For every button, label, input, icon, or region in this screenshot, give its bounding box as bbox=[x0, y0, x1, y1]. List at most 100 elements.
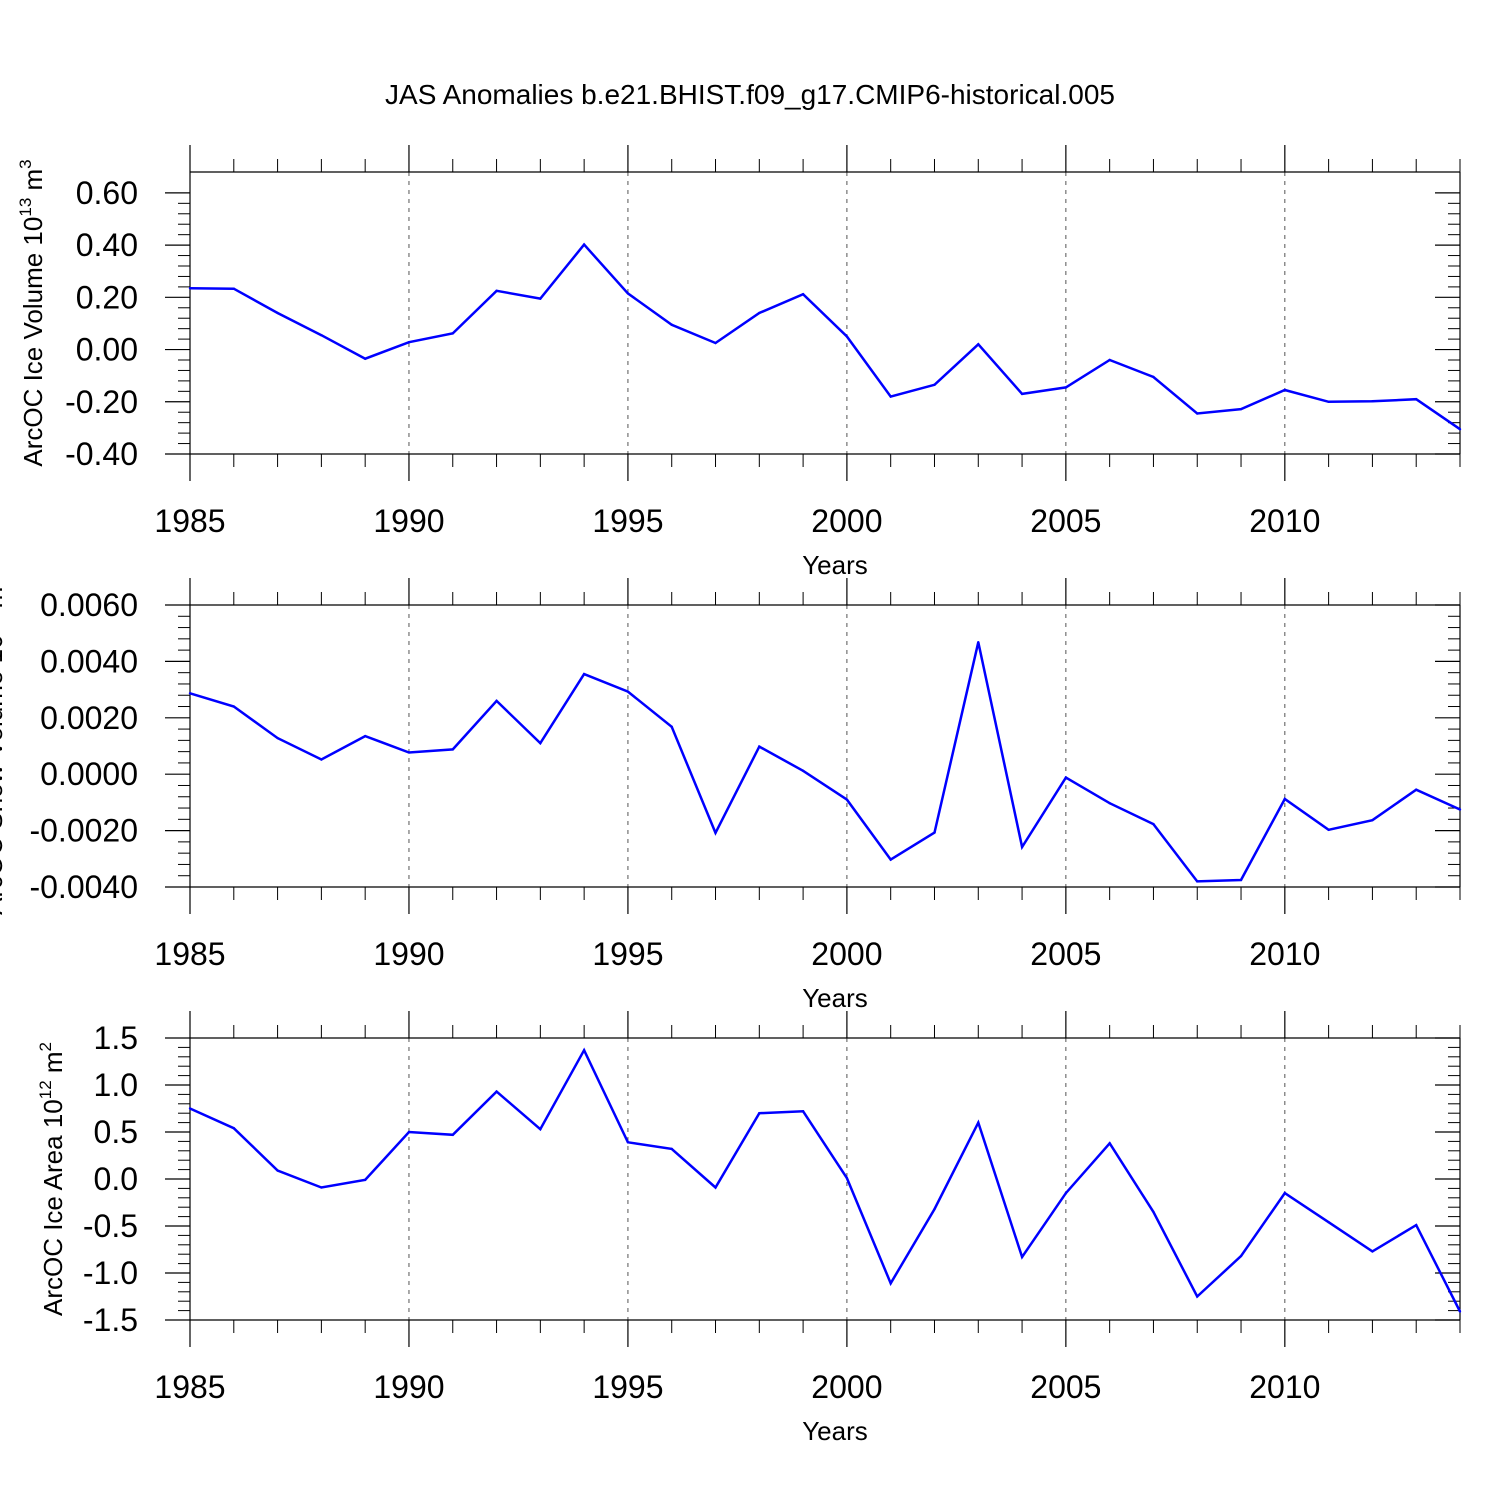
data-point bbox=[495, 289, 498, 293]
y-axis-title-text: ArcOC Snow Volume 10 bbox=[0, 634, 8, 914]
x-tick-label: 2010 bbox=[1249, 503, 1320, 539]
y-tick-label: -0.0020 bbox=[29, 813, 138, 849]
data-point bbox=[1239, 878, 1243, 882]
data-point bbox=[714, 341, 717, 345]
data-point bbox=[1283, 1191, 1287, 1195]
series-line bbox=[189, 242, 1461, 431]
y-axis-title-superscript: 12 bbox=[36, 1080, 55, 1099]
y-tick-label: 0.20 bbox=[76, 279, 138, 315]
data-point bbox=[539, 1127, 542, 1131]
x-tick-label: 1990 bbox=[373, 1369, 444, 1405]
data-point bbox=[889, 395, 892, 398]
y-axis-title-text: ArcOC Ice Volume 10 bbox=[18, 217, 48, 467]
figure-title: JAS Anomalies b.e21.BHIST.f09_g17.CMIP6-… bbox=[385, 79, 1115, 110]
data-point bbox=[320, 333, 323, 337]
x-axis-title: Years bbox=[802, 1416, 868, 1446]
data-point bbox=[276, 1169, 279, 1172]
data-point bbox=[363, 357, 367, 360]
x-tick-label: 1990 bbox=[373, 936, 444, 972]
data-point bbox=[758, 1112, 761, 1115]
data-point bbox=[1020, 1255, 1024, 1259]
x-tick-label: 2005 bbox=[1030, 503, 1101, 539]
data-point bbox=[889, 858, 892, 861]
data-point bbox=[1371, 1250, 1374, 1253]
data-point bbox=[1108, 358, 1111, 362]
data-point bbox=[1458, 427, 1462, 431]
data-point bbox=[845, 1176, 849, 1180]
y-tick-label: 0.5 bbox=[94, 1114, 138, 1150]
data-point bbox=[1283, 388, 1287, 392]
data-point bbox=[276, 311, 279, 315]
data-point bbox=[451, 748, 454, 751]
data-point bbox=[1064, 1191, 1068, 1195]
y-axis-title-text: ArcOC Ice Area 10 bbox=[38, 1099, 68, 1316]
data-point bbox=[1064, 776, 1068, 779]
data-point bbox=[845, 335, 849, 338]
data-point bbox=[582, 243, 586, 246]
data-point bbox=[670, 323, 673, 326]
panel-ice-area: -1.5 -1.0 -0.5 0.0 0.5 1.0 1.5 1985 1990 1995 2000… bbox=[36, 1011, 1462, 1446]
data-point bbox=[758, 745, 761, 748]
data-point bbox=[626, 292, 630, 295]
x-tick-label: 1990 bbox=[373, 503, 444, 539]
y-axis-title-superscript: 2 bbox=[36, 1042, 55, 1051]
data-point bbox=[582, 1049, 586, 1052]
data-point bbox=[232, 1127, 235, 1130]
y-axis-title-text: m bbox=[38, 1051, 68, 1080]
panel-snow-volume: -0.0040 -0.0020 0.0000 0.0020 0.0040 0.0060 19… bbox=[0, 578, 1462, 1013]
data-point bbox=[495, 1090, 498, 1093]
data-point bbox=[845, 798, 849, 801]
x-tick-label: 2010 bbox=[1249, 1369, 1320, 1405]
y-axis-title: ArcOC Ice Volume 1013 m3 bbox=[16, 159, 48, 466]
y-axis-title-superscript: 3 bbox=[16, 159, 35, 168]
x-axis-title: Years bbox=[802, 550, 868, 580]
x-tick-label: 2005 bbox=[1030, 1369, 1101, 1405]
data-point bbox=[232, 287, 235, 290]
y-tick-label: 0.40 bbox=[76, 227, 138, 263]
data-point bbox=[1239, 1254, 1243, 1258]
data-point bbox=[714, 831, 717, 835]
data-point bbox=[1283, 797, 1287, 801]
data-point bbox=[1458, 1310, 1462, 1313]
y-axis-title-text: m bbox=[18, 169, 48, 198]
y-tick-label: -1.0 bbox=[83, 1255, 138, 1291]
x-axis-title: Years bbox=[802, 983, 868, 1013]
data-point bbox=[1327, 400, 1330, 403]
data-point bbox=[670, 725, 673, 729]
data-point bbox=[1371, 818, 1374, 822]
y-tick-label: 1.5 bbox=[94, 1020, 138, 1056]
x-tick-label: 2000 bbox=[811, 936, 882, 972]
x-tick-label: 2000 bbox=[811, 1369, 882, 1405]
y-tick-label: 0.0 bbox=[94, 1161, 138, 1197]
y-tick-label: -1.5 bbox=[83, 1302, 138, 1338]
data-point bbox=[407, 751, 411, 754]
x-tick-label: 2000 bbox=[811, 503, 882, 539]
data-point bbox=[188, 1107, 192, 1110]
y-tick-label: 0.00 bbox=[76, 332, 138, 368]
data-point bbox=[977, 641, 980, 644]
series-line bbox=[189, 1047, 1462, 1313]
data-point bbox=[626, 690, 630, 693]
y-tick-label: -0.20 bbox=[65, 384, 138, 420]
y-tick-label: 0.0000 bbox=[40, 756, 138, 792]
y-tick-label: -0.40 bbox=[65, 436, 138, 472]
data-point bbox=[889, 1282, 892, 1285]
data-point bbox=[1196, 412, 1199, 415]
data-point bbox=[1108, 1142, 1111, 1145]
x-tick-label: 1985 bbox=[154, 1369, 225, 1405]
y-tick-label: 0.60 bbox=[76, 175, 138, 211]
data-point bbox=[276, 736, 279, 740]
data-point bbox=[582, 672, 586, 676]
data-point bbox=[188, 286, 192, 290]
y-tick-label: 0.0040 bbox=[40, 643, 138, 679]
x-tick-label: 2010 bbox=[1249, 936, 1320, 972]
data-point bbox=[977, 1121, 980, 1124]
y-tick-label: -0.5 bbox=[83, 1208, 138, 1244]
data-point bbox=[451, 1133, 454, 1137]
data-point bbox=[451, 332, 454, 335]
y-tick-label: -0.0040 bbox=[29, 869, 138, 905]
data-point bbox=[1064, 386, 1068, 389]
data-point bbox=[363, 1178, 367, 1182]
data-point bbox=[1327, 1221, 1330, 1224]
